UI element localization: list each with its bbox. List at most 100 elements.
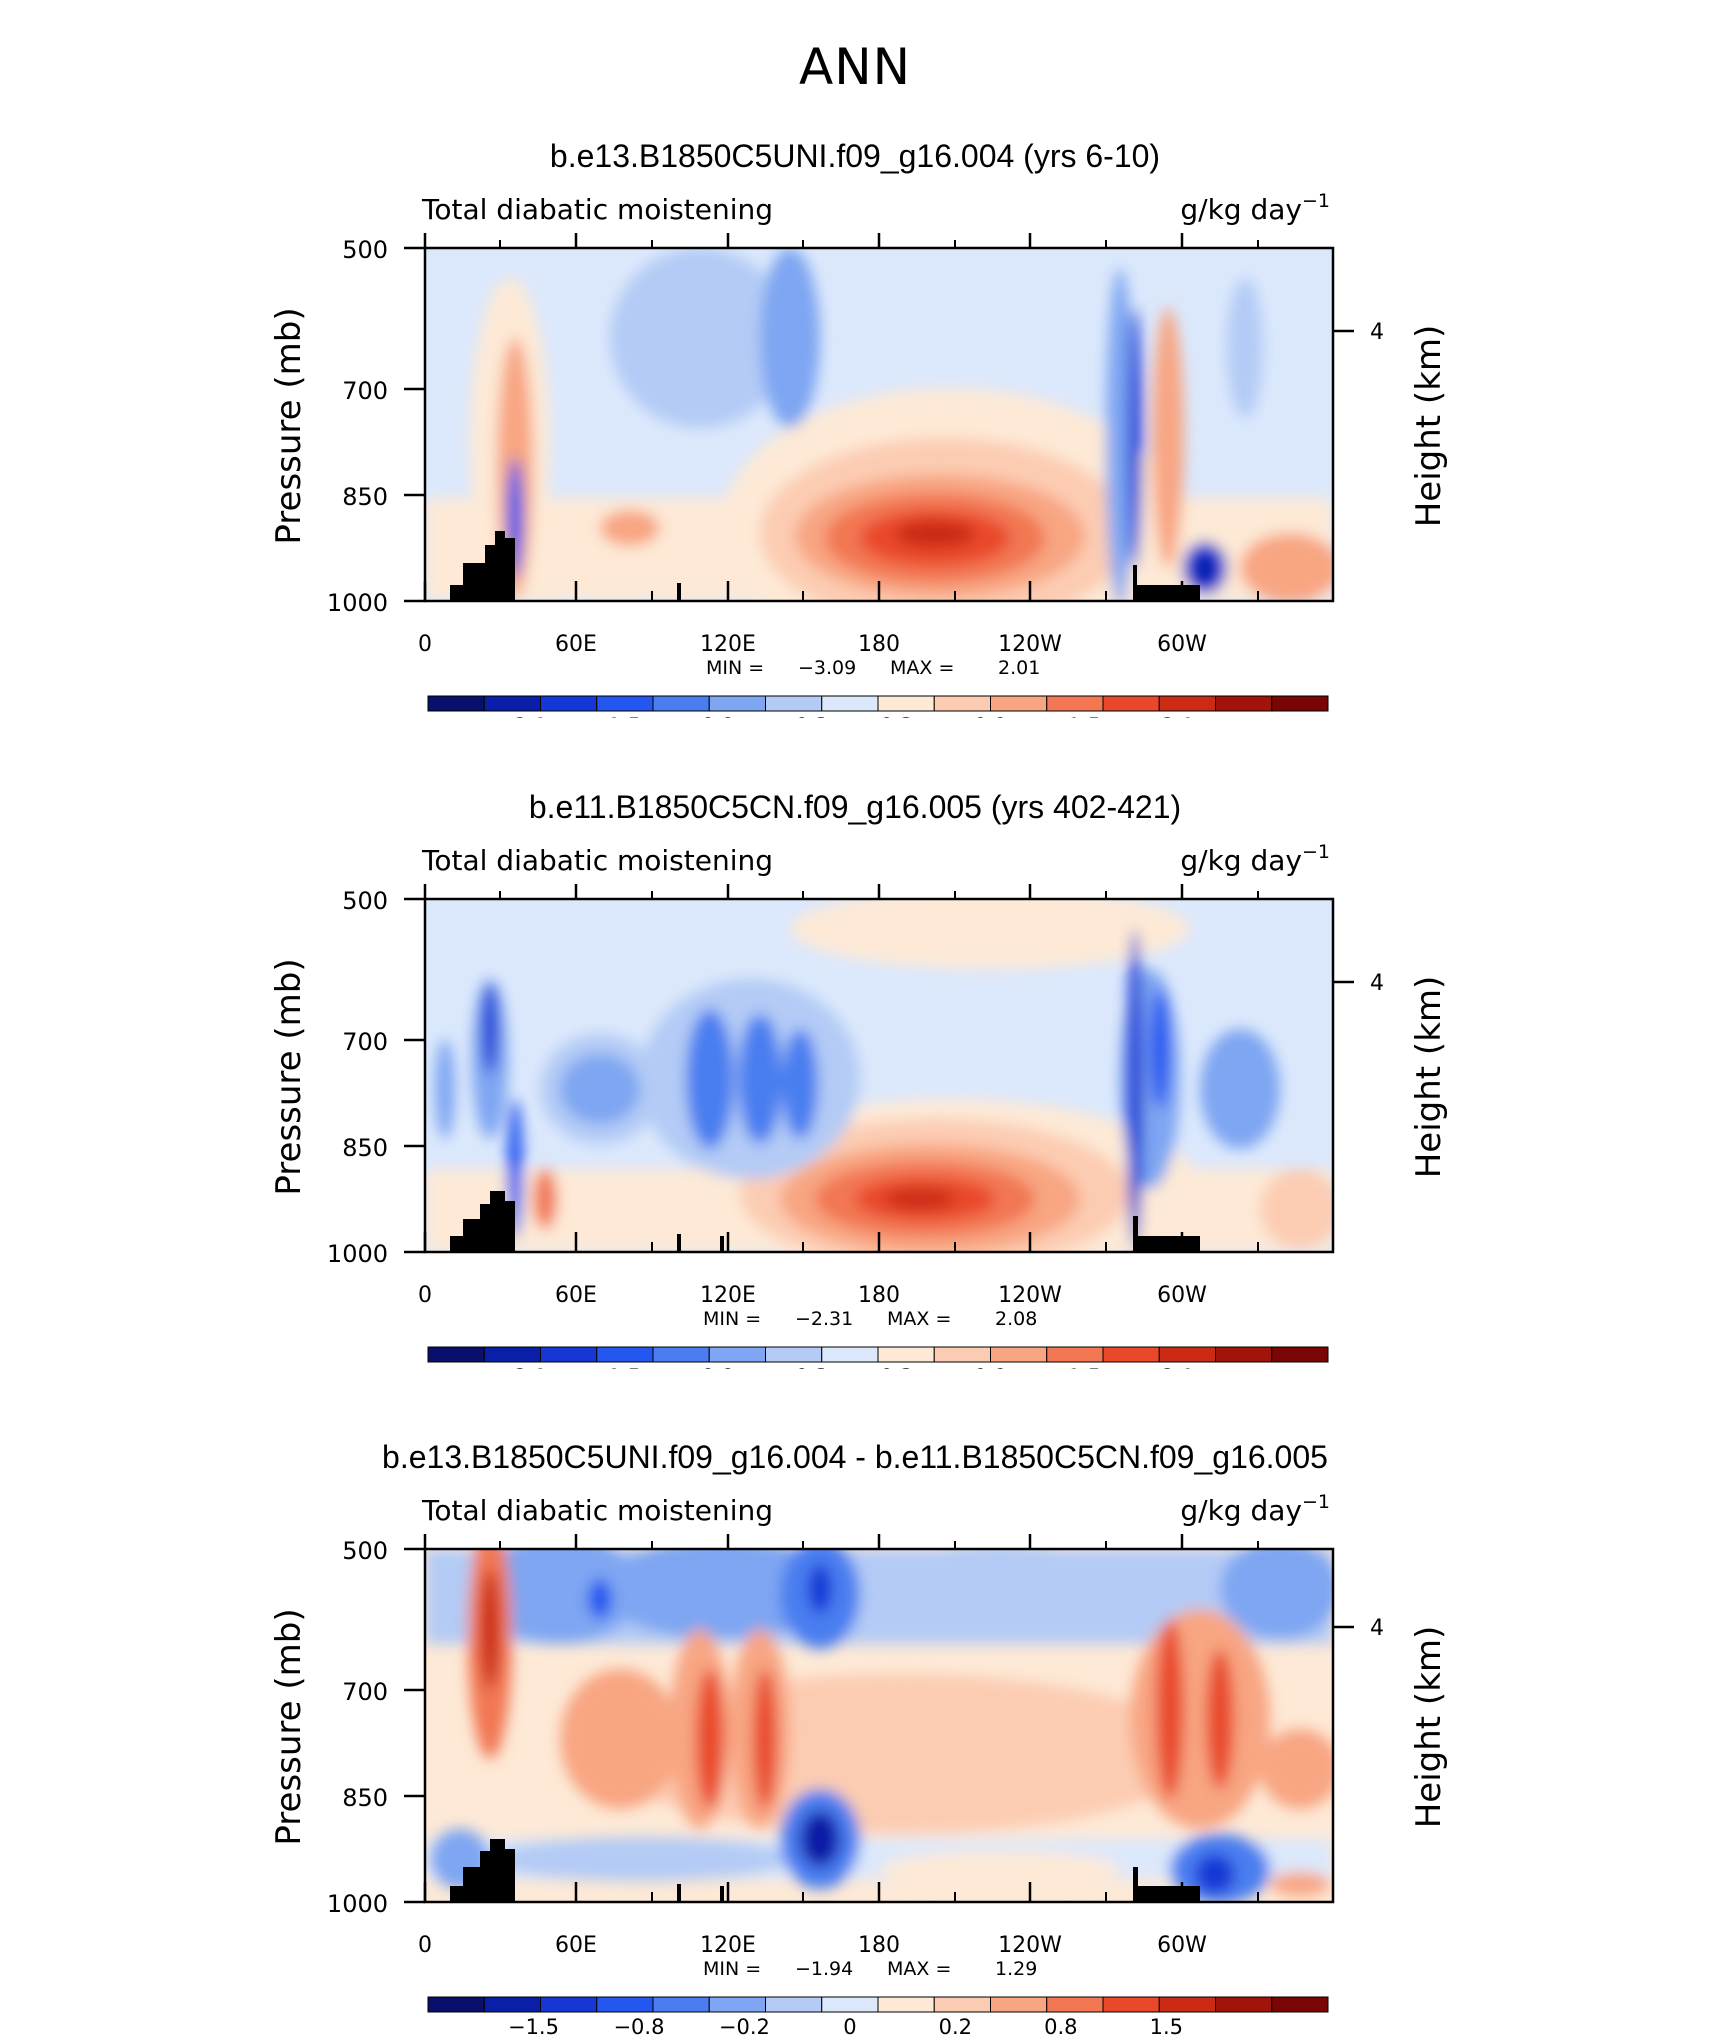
colorbar-swatch (652, 695, 710, 712)
x-tick-180: 180 (858, 632, 900, 657)
panel-cn: b.e11.B1850C5CN.f09_g16.005 (yrs 402-421… (0, 789, 1710, 1369)
colorbar-swatch (1046, 1996, 1104, 2013)
colorbar-swatch (821, 1346, 879, 1363)
colorbar-tick-label: 0.9 (974, 1365, 1007, 1369)
colorbar-tick-label: 2.1 (1161, 714, 1194, 718)
x-tick-60e: 60E (555, 632, 597, 657)
colorbar-swatch (1215, 1346, 1273, 1363)
left-label: Total diabatic moistening (421, 844, 773, 877)
x-tick-120w: 120W (998, 632, 1062, 657)
colorbar: −2.1 −1.5 −0.9 −0.3 0.3 0.9 1.5 2.1 (427, 1346, 1329, 1369)
svg-text:MIN =: MIN = (703, 1958, 761, 1980)
y-tick-700: 700 (342, 1678, 388, 1706)
x-tick-120e: 120E (700, 1933, 756, 1958)
y-tick-850: 850 (342, 1134, 388, 1162)
y-tick-700: 700 (342, 377, 388, 405)
colorbar-tick-label: −1.5 (590, 714, 641, 718)
colorbar-swatch (1158, 1996, 1216, 2013)
svg-text:−1.94: −1.94 (795, 1958, 853, 1980)
colorbar-swatch (933, 695, 991, 712)
colorbar-swatch (1046, 695, 1104, 712)
colorbar-swatch (765, 1346, 823, 1363)
panel-difference: b.e13.B1850C5UNI.f09_g16.004 - b.e11.B18… (0, 1439, 1710, 2038)
x-axis: 0 60E 120E 180 120W 60W (418, 233, 1259, 657)
colorbar-swatch (821, 1996, 879, 2013)
svg-text:MIN =: MIN = (703, 1308, 761, 1330)
x-tick-0: 0 (418, 1283, 432, 1308)
x-tick-120e: 120E (700, 1283, 756, 1308)
y2-axis: 4 Height (km) (1333, 320, 1449, 527)
x-tick-60w: 60W (1157, 1283, 1207, 1308)
panel-title: b.e13.B1850C5UNI.f09_g16.004 - b.e11.B18… (382, 1439, 1328, 1475)
colorbar-tick-label: −0.9 (684, 714, 735, 718)
colorbar-swatch (427, 695, 485, 712)
colorbar-tick-label: −0.3 (778, 714, 829, 718)
chart-1: Total diabatic moistening g/kg day−1 (269, 841, 1449, 1369)
y2-axis: 4 Height (km) (1333, 971, 1449, 1178)
x-tick-0: 0 (418, 1933, 432, 1958)
colorbar-swatch (1102, 1346, 1160, 1363)
colorbar-tick-label: 0.2 (939, 2015, 972, 2038)
colorbar-swatch (877, 1996, 935, 2013)
colorbar-tick-label: −1.5 (590, 1365, 641, 1369)
field-shading (425, 1549, 1333, 1902)
x-tick-60w: 60W (1157, 632, 1207, 657)
x-tick-180: 180 (858, 1933, 900, 1958)
svg-text:MAX =: MAX = (887, 1308, 951, 1330)
x-tick-60w: 60W (1157, 1933, 1207, 1958)
colorbar-swatch (1102, 695, 1160, 712)
chart-2: Total diabatic moistening g/kg day−1 (269, 1491, 1449, 2038)
y-axis-label: Pressure (mb) (269, 307, 309, 544)
y-axis: 500 700 850 1000 Pressure (mb) (269, 236, 425, 617)
x-tick-0: 0 (418, 632, 432, 657)
field-shading (425, 248, 1333, 601)
colorbar-swatch (483, 695, 541, 712)
left-label: Total diabatic moistening (421, 193, 773, 226)
colorbar-swatch (1215, 695, 1273, 712)
x-axis: 0 60E 120E 180 120W 60W (418, 1534, 1259, 1958)
min-max-readout: MIN = −1.94 MAX = 1.29 (703, 1958, 1037, 1980)
y-tick-1000: 1000 (327, 1890, 388, 1918)
y2-axis-label: Height (km) (1409, 1626, 1449, 1829)
colorbar-swatch (596, 1346, 654, 1363)
y-axis-label: Pressure (mb) (269, 1608, 309, 1845)
y-tick-500: 500 (342, 887, 388, 915)
y2-axis-label: Height (km) (1409, 976, 1449, 1179)
x-tick-120w: 120W (998, 1933, 1062, 1958)
colorbar-swatch (1271, 1346, 1329, 1363)
colorbar-swatch (1158, 1346, 1216, 1363)
y-tick-1000: 1000 (327, 589, 388, 617)
colorbar-swatch (483, 1346, 541, 1363)
colorbar-swatch (990, 695, 1048, 712)
colorbar-swatch (1046, 1346, 1104, 1363)
y-tick-500: 500 (342, 236, 388, 264)
y2-tick-4: 4 (1370, 1616, 1384, 1641)
units-label: g/kg day−1 (1180, 1491, 1330, 1527)
colorbar-swatch (933, 1996, 991, 2013)
colorbar-swatch (1271, 1996, 1329, 2013)
colorbar-swatch (990, 1346, 1048, 1363)
panel-uni: b.e13.B1850C5UNI.f09_g16.004 (yrs 6-10) … (0, 138, 1710, 718)
colorbar-swatch (1271, 695, 1329, 712)
y-tick-500: 500 (342, 1537, 388, 1565)
colorbar-swatch (708, 695, 766, 712)
x-axis: 0 60E 120E 180 120W 60W (418, 884, 1259, 1308)
left-label: Total diabatic moistening (421, 1494, 773, 1527)
y2-tick-4: 4 (1370, 971, 1384, 996)
colorbar-swatch (596, 1996, 654, 2013)
colorbar-swatch (877, 1346, 935, 1363)
colorbar-tick-label: 1.5 (1068, 1365, 1101, 1369)
colorbar-tick-label: 0.8 (1044, 2015, 1077, 2038)
y-axis-label: Pressure (mb) (269, 958, 309, 1195)
colorbar-swatch (652, 1346, 710, 1363)
y-axis: 500 700 850 1000 Pressure (mb) (269, 887, 425, 1268)
colorbar-swatch (765, 1996, 823, 2013)
figure-title: ANN (798, 38, 911, 96)
field-shading (425, 899, 1333, 1252)
x-tick-60e: 60E (555, 1933, 597, 1958)
colorbar-tick-label: −0.2 (719, 2015, 770, 2038)
colorbar-tick-label: 0.9 (974, 714, 1007, 718)
x-tick-60e: 60E (555, 1283, 597, 1308)
colorbar-swatch (652, 1996, 710, 2013)
colorbar-tick-label: 1.5 (1068, 714, 1101, 718)
